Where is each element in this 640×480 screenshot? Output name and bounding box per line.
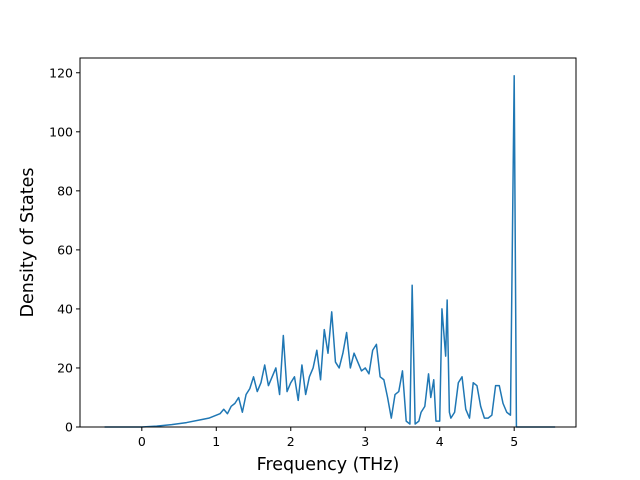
x-tick-label: 2 — [287, 434, 295, 449]
y-tick-label: 40 — [57, 301, 73, 316]
x-tick-label: 4 — [436, 434, 444, 449]
x-tick-label: 0 — [138, 434, 146, 449]
y-tick-label: 60 — [57, 242, 73, 257]
x-tick-label: 3 — [361, 434, 369, 449]
x-axis-label: Frequency (THz) — [257, 455, 400, 475]
y-tick-label: 20 — [57, 360, 73, 375]
plot-area-background — [80, 58, 576, 427]
plot-frame — [79, 57, 577, 428]
series-layer — [104, 74, 556, 428]
y-axis-ticks: 0 20 40 60 80 100 120 — [49, 65, 80, 435]
series-line-0 — [104, 74, 556, 428]
x-tick-label: 1 — [212, 434, 220, 449]
x-tick-label: 5 — [510, 434, 518, 449]
x-axis-ticks: 0 1 2 3 4 5 — [138, 427, 518, 449]
y-tick-label: 0 — [65, 420, 73, 435]
y-tick-label: 120 — [49, 65, 73, 80]
y-tick-label: 100 — [49, 124, 73, 139]
y-tick-label: 80 — [57, 183, 73, 198]
y-axis-label: Density of States — [18, 168, 38, 318]
